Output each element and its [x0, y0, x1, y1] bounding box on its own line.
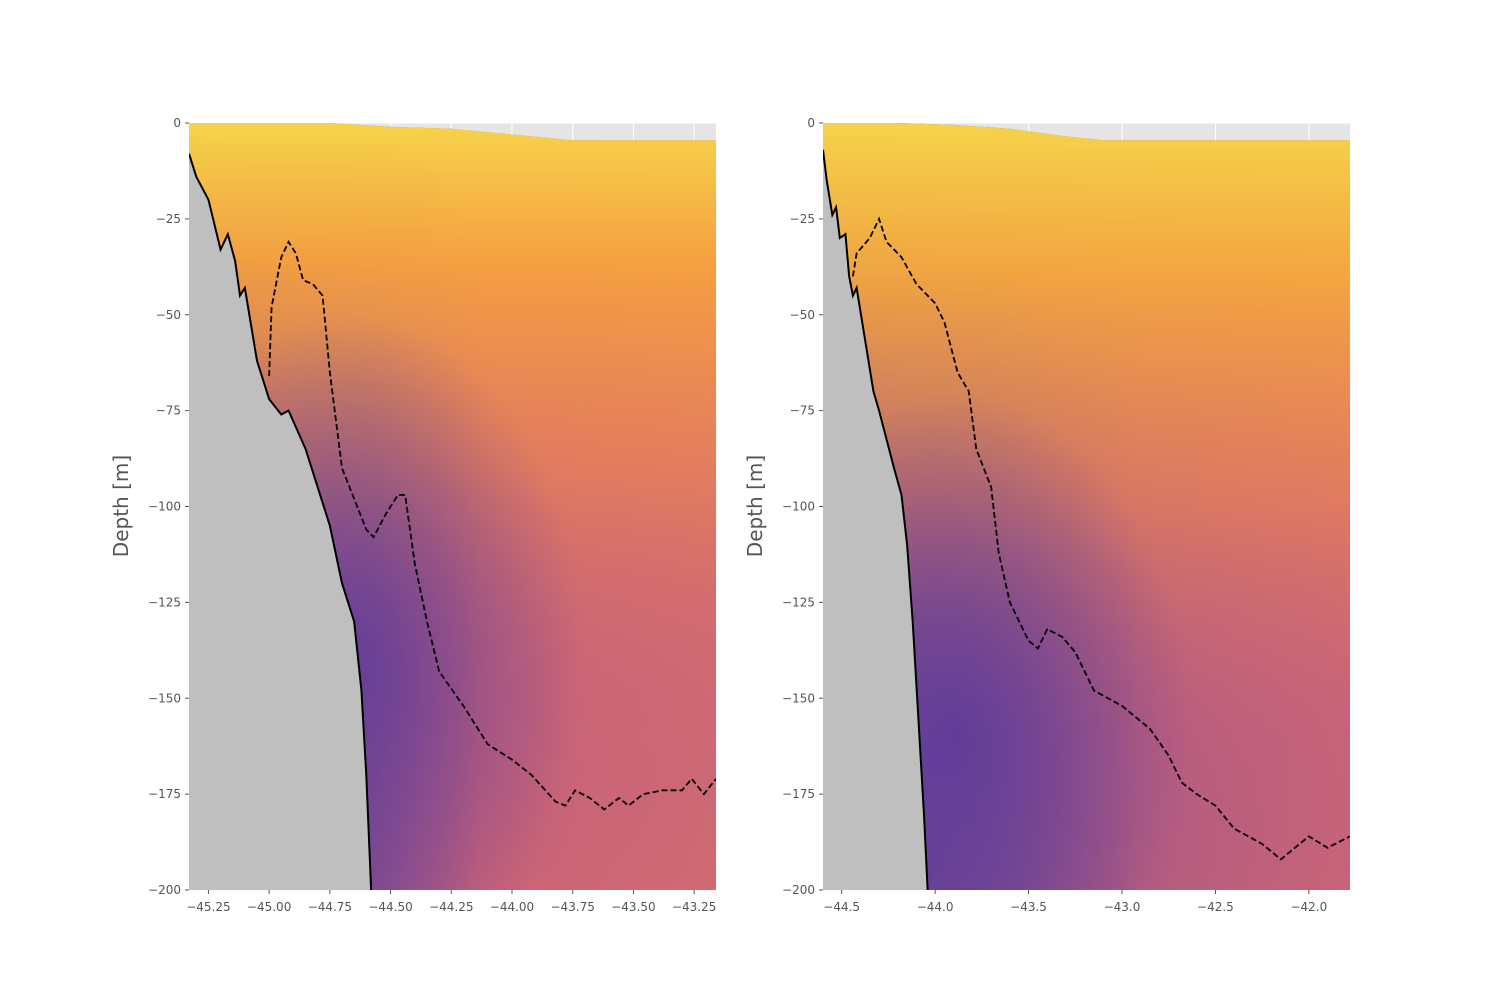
y-tick-label: −75 — [790, 404, 815, 418]
x-tick-label: −42.5 — [1197, 900, 1234, 914]
dashed-contour-line — [852, 216, 1350, 861]
y-tick-label: −50 — [156, 308, 181, 322]
x-tick-label: −43.0 — [1104, 900, 1141, 914]
y-tick-label: 0 — [807, 116, 815, 130]
y-tick-label: −150 — [782, 691, 815, 705]
y-tick-label: −25 — [156, 212, 181, 226]
x-tick-labels: −44.5 −44.0 −43.5 −43.0 −42.5 −42.0 — [823, 890, 1327, 914]
x-tick-label: −43.50 — [611, 900, 655, 914]
x-tick-label: −44.25 — [429, 900, 473, 914]
x-tick-label: −44.0 — [917, 900, 954, 914]
y-axis-title: Depth [m] — [109, 455, 133, 557]
left-depth-section-panel: −45.25 −45.00 −44.75 −44.50 −44.25 −44.00 −43.… — [109, 116, 716, 914]
x-tick-label: −43.25 — [672, 900, 716, 914]
right-depth-section-panel: −44.5 −44.0 −43.5 −43.0 −42.5 −42.0 0 −25 −50 −7… — [743, 116, 1350, 914]
bottom-line — [823, 149, 929, 890]
y-tick-label: −100 — [148, 500, 181, 514]
y-tick-label: −200 — [782, 883, 815, 897]
y-axis-title: Depth [m] — [743, 455, 767, 557]
dashed-contour-line — [268, 240, 716, 811]
y-tick-label: −175 — [782, 787, 815, 801]
x-tick-label: −43.5 — [1010, 900, 1047, 914]
y-tick-label: 0 — [173, 116, 181, 130]
y-tick-label: −125 — [782, 595, 815, 609]
seafloor-land — [189, 123, 372, 890]
y-tick-label: −100 — [782, 500, 815, 514]
x-tick-label: −45.00 — [247, 900, 291, 914]
x-tick-label: −42.0 — [1290, 900, 1327, 914]
x-tick-label: −45.25 — [186, 900, 230, 914]
y-tick-labels: 0 −25 −50 −75 −100 −125 −150 −175 −200 — [148, 116, 189, 897]
x-tick-label: −44.50 — [368, 900, 412, 914]
y-tick-label: −125 — [148, 595, 181, 609]
x-tick-label: −44.5 — [823, 900, 860, 914]
y-tick-label: −200 — [148, 883, 181, 897]
y-tick-labels: 0 −25 −50 −75 −100 −125 −150 −175 −200 — [782, 116, 823, 897]
x-tick-labels: −45.25 −45.00 −44.75 −44.50 −44.25 −44.00 −43.… — [186, 890, 716, 914]
x-tick-label: −44.75 — [308, 900, 352, 914]
y-tick-label: −175 — [148, 787, 181, 801]
seafloor-land — [823, 123, 928, 890]
y-tick-label: −25 — [790, 212, 815, 226]
y-tick-label: −50 — [790, 308, 815, 322]
x-tick-label: −43.75 — [551, 900, 595, 914]
x-tick-label: −44.00 — [490, 900, 534, 914]
y-tick-label: −150 — [148, 691, 181, 705]
bottom-line — [189, 153, 373, 890]
y-tick-label: −75 — [156, 404, 181, 418]
colour-field-core — [823, 123, 1350, 890]
